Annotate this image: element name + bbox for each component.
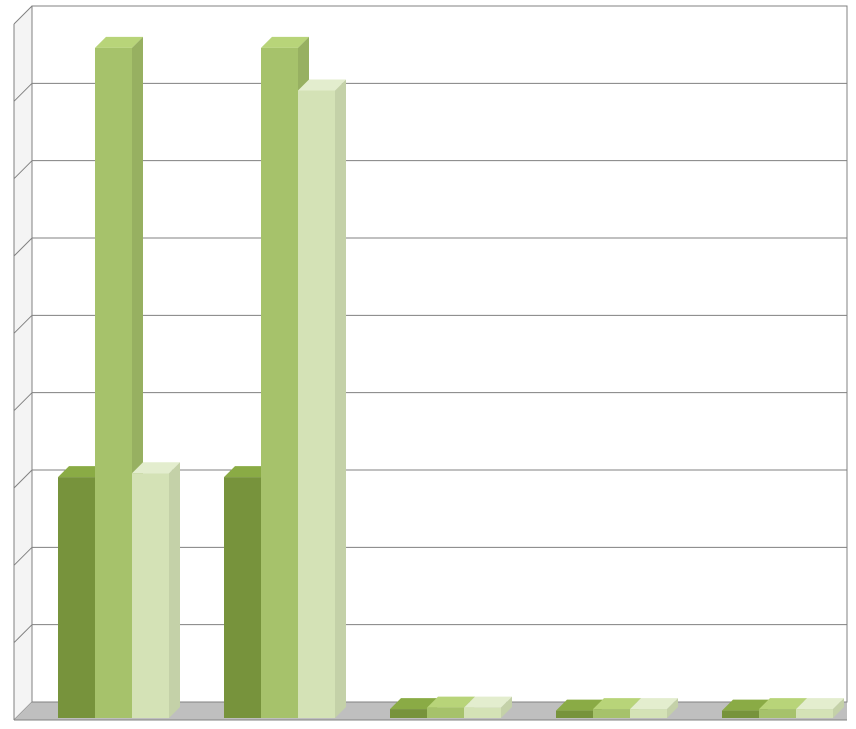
chart-stage <box>0 0 856 729</box>
bar-chart <box>0 0 856 729</box>
